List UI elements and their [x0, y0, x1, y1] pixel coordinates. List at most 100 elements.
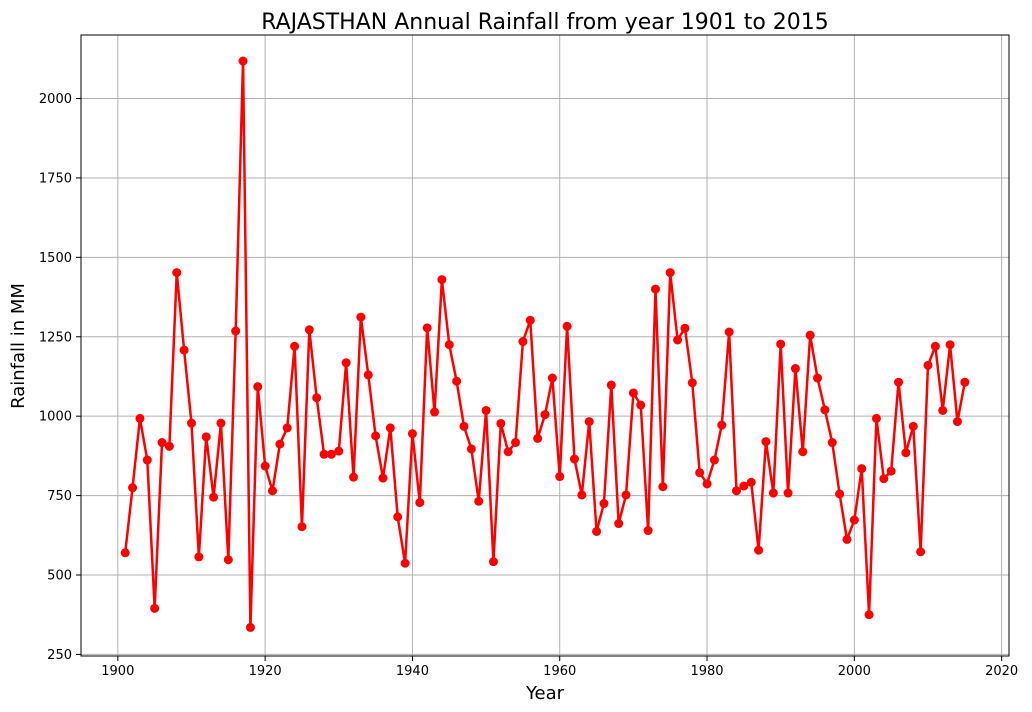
- rainfall-data-point: [761, 437, 771, 447]
- rainfall-data-point: [231, 326, 241, 336]
- rainfall-data-point: [407, 429, 417, 439]
- rainfall-data-point: [238, 56, 248, 66]
- rainfall-data-point: [614, 519, 624, 529]
- rainfall-data-point: [253, 382, 263, 392]
- rainfall-data-point: [466, 444, 476, 454]
- rainfall-data-point: [805, 330, 815, 340]
- rainfall-data-point: [820, 405, 830, 415]
- rainfall-data-point: [164, 441, 174, 451]
- rainfall-data-point: [687, 378, 697, 388]
- x-tick-label: 2000: [838, 664, 871, 679]
- rainfall-data-point: [908, 421, 918, 431]
- rainfall-data-point: [776, 339, 786, 349]
- x-tick-label: 1960: [543, 664, 576, 679]
- rainfall-data-point: [511, 438, 521, 448]
- rainfall-data-point: [378, 473, 388, 483]
- rainfall-data-point: [702, 479, 712, 489]
- rainfall-data-point: [827, 438, 837, 448]
- rainfall-data-point: [430, 407, 440, 417]
- rainfall-data-point: [400, 558, 410, 568]
- x-tick-label: 1920: [249, 664, 282, 679]
- rainfall-data-point: [871, 413, 881, 423]
- rainfall-data-point: [547, 373, 557, 383]
- rainfall-data-point: [150, 603, 160, 613]
- rainfall-data-point: [452, 376, 462, 386]
- series-layer: [120, 56, 970, 632]
- y-tick-label: 750: [47, 489, 72, 504]
- rainfall-data-point: [636, 400, 646, 410]
- rainfall-data-point: [525, 315, 535, 325]
- rainfall-data-point: [488, 557, 498, 567]
- rainfall-data-point: [179, 345, 189, 355]
- rainfall-data-point: [768, 488, 778, 498]
- rainfall-data-point: [481, 405, 491, 415]
- rainfall-data-point: [437, 275, 447, 285]
- rainfall-series-line: [123, 59, 967, 629]
- rainfall-data-point: [128, 483, 138, 493]
- x-tick-label: 1900: [101, 664, 134, 679]
- rainfall-data-point: [194, 552, 204, 562]
- rainfall-data-point: [901, 448, 911, 458]
- rainfall-data-point: [945, 340, 955, 350]
- y-axis-label: Rainfall in MM: [8, 283, 29, 409]
- rainfall-data-point: [606, 380, 616, 390]
- rainfall-data-point: [459, 421, 469, 431]
- chart-title: RAJASTHAN Annual Rainfall from year 1901…: [261, 10, 829, 35]
- rainfall-data-point: [201, 432, 211, 442]
- rainfall-data-point: [621, 490, 631, 500]
- rainfall-data-point: [135, 413, 145, 423]
- rainfall-data-point: [886, 466, 896, 476]
- rainfall-data-point: [474, 496, 484, 506]
- y-tick-label: 250: [47, 648, 72, 663]
- rainfall-data-point: [724, 327, 734, 337]
- rainfall-data-point: [599, 499, 609, 509]
- rainfall-data-point: [223, 555, 233, 565]
- rainfall-data-point: [562, 321, 572, 331]
- rainfall-data-point: [813, 373, 823, 383]
- rainfall-data-point: [363, 370, 373, 380]
- rainfall-data-point: [326, 449, 336, 459]
- x-axis-ticks: 1900 1920 1940 1960 1980 2000 2020: [101, 656, 1018, 679]
- rainfall-data-point: [349, 472, 359, 482]
- rainfall-data-point: [938, 405, 948, 415]
- rainfall-data-point: [798, 447, 808, 457]
- rainfall-data-point: [923, 360, 933, 370]
- rainfall-data-point: [842, 534, 852, 544]
- rainfall-data-point: [952, 417, 962, 427]
- rainfall-data-point: [628, 388, 638, 398]
- rainfall-data-point: [312, 393, 322, 403]
- rainfall-data-point: [142, 455, 152, 465]
- rainfall-data-point: [584, 417, 594, 427]
- rainfall-data-point: [209, 492, 219, 502]
- rainfall-data-point: [260, 461, 270, 471]
- y-tick-label: 1250: [39, 330, 72, 345]
- rainfall-data-point: [650, 284, 660, 294]
- rainfall-data-point: [540, 410, 550, 420]
- rainfall-data-point: [569, 454, 579, 464]
- x-axis-label: Year: [525, 683, 565, 704]
- rainfall-data-point: [385, 423, 395, 433]
- rainfall-data-point: [930, 341, 940, 351]
- x-tick-label: 2020: [985, 664, 1018, 679]
- x-tick-label: 1980: [690, 664, 723, 679]
- rainfall-data-point: [216, 418, 226, 428]
- rainfall-data-point: [304, 325, 314, 335]
- rainfall-data-point: [245, 622, 255, 632]
- plot-frame: [80, 34, 1010, 657]
- rainfall-data-point: [297, 522, 307, 532]
- rainfall-data-point: [960, 377, 970, 387]
- y-tick-label: 2000: [39, 92, 72, 107]
- rainfall-data-point: [673, 335, 683, 345]
- rainfall-data-point: [267, 486, 277, 496]
- y-axis-ticks: 250 500 750 1000 1250 1500 1750 2000: [39, 92, 81, 663]
- rainfall-data-point: [783, 488, 793, 498]
- rainfall-data-point: [754, 545, 764, 555]
- rainfall-data-point: [658, 482, 668, 492]
- rainfall-data-point: [849, 515, 859, 525]
- rainfall-data-point: [894, 377, 904, 387]
- y-tick-label: 1000: [39, 410, 72, 425]
- rainfall-data-point: [790, 364, 800, 374]
- rainfall-data-point: [393, 512, 403, 522]
- x-tick-label: 1940: [396, 664, 429, 679]
